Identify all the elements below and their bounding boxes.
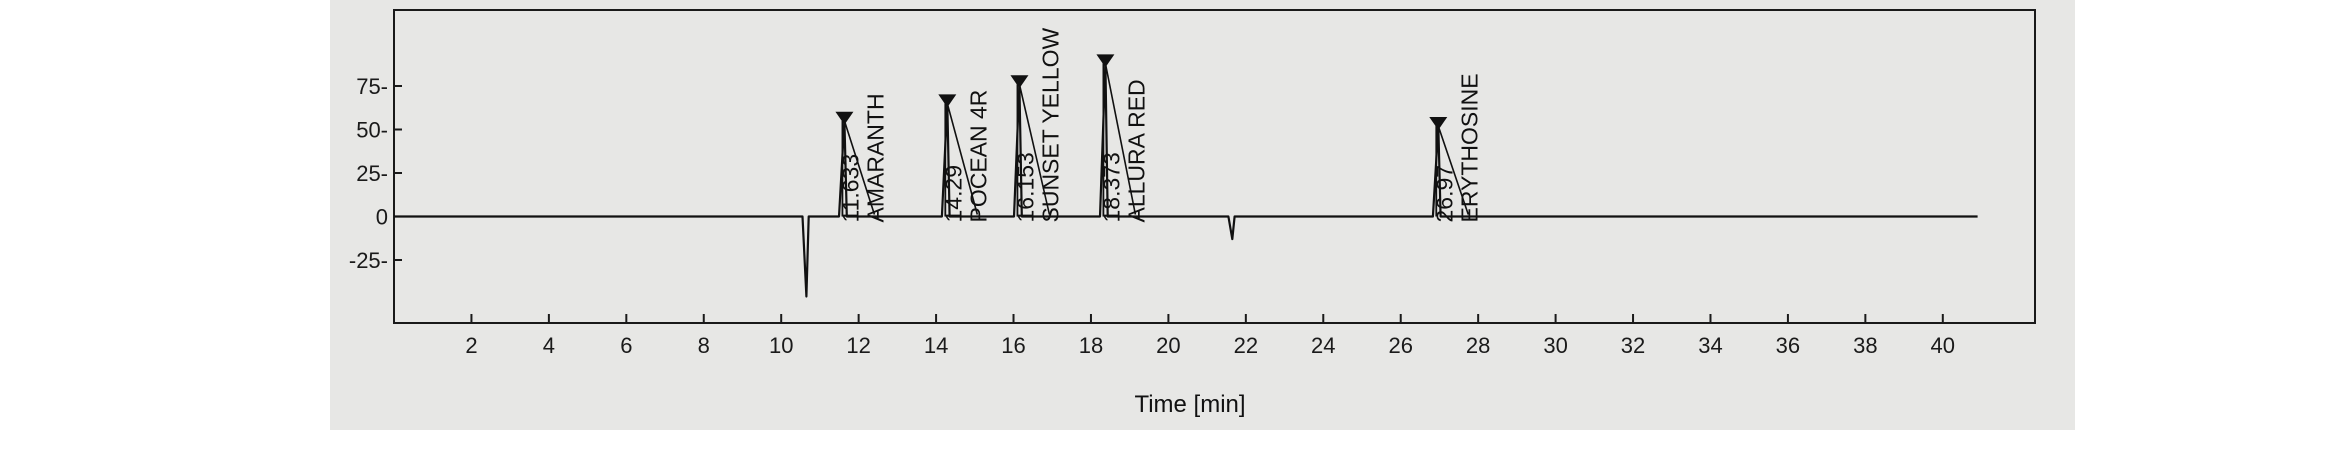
peak-time-label: 11.633 xyxy=(837,154,863,223)
peak-apex-marker xyxy=(1010,75,1029,89)
chromatogram-line xyxy=(394,62,1978,298)
x-tick-label: 24 xyxy=(1311,333,1335,358)
x-tick-label: 26 xyxy=(1388,333,1412,358)
peak-compound-label: ALLURA RED xyxy=(1123,79,1149,222)
peak-tangent-line xyxy=(946,103,979,215)
peak-apex-marker xyxy=(835,111,854,125)
peak-time-label: 26.97 xyxy=(1431,165,1457,223)
x-tick-label: 32 xyxy=(1621,333,1645,358)
y-axis-ticks: 75- 50- 25- 0 -25- xyxy=(349,74,402,273)
peak-tangent-line xyxy=(1437,125,1470,215)
peak-compound-label: AMARANTH xyxy=(862,93,888,222)
y-tick-label: 0 xyxy=(376,205,388,230)
plot-border xyxy=(393,9,2036,324)
x-tick-label: 40 xyxy=(1931,333,1955,358)
x-tick-label: 12 xyxy=(846,333,870,358)
x-tick-label: 20 xyxy=(1156,333,1180,358)
peak-pocean-4r: 14.29 POCEAN 4R xyxy=(938,90,991,223)
x-tick-label: 28 xyxy=(1466,333,1490,358)
x-tick-label: 10 xyxy=(769,333,793,358)
peak-time-label: 14.29 xyxy=(940,165,966,223)
peak-time-label: 18.373 xyxy=(1098,152,1124,222)
plot-frame xyxy=(393,9,2036,324)
x-axis-ticks: 2 4 6 8 10 12 14 16 18 20 22 24 26 28 30 32 34 36 38 40 xyxy=(465,314,1955,358)
x-tick-label: 16 xyxy=(1001,333,1025,358)
x-axis-title: Time [min] xyxy=(1134,391,1245,418)
x-tick-label: 22 xyxy=(1234,333,1258,358)
peak-compound-label: ERYTHOSINE xyxy=(1456,73,1482,222)
x-tick-label: 34 xyxy=(1698,333,1722,358)
x-tick-label: 38 xyxy=(1853,333,1877,358)
peak-compound-label: SUNSET YELLOW xyxy=(1037,27,1063,222)
x-tick-label: 4 xyxy=(543,333,555,358)
chromatogram-trace xyxy=(394,62,1978,298)
scanned-chromatogram-background xyxy=(330,0,2075,430)
peak-time-label: 16.153 xyxy=(1012,152,1038,222)
peak-tangent-line xyxy=(1104,63,1137,215)
peak-tangent-line xyxy=(1018,84,1051,215)
peak-amaranth: 11.633 AMARANTH xyxy=(835,93,888,223)
x-tick-label: 36 xyxy=(1776,333,1800,358)
x-tick-label: 6 xyxy=(620,333,632,358)
y-tick-label: 50- xyxy=(356,118,388,143)
y-tick-label: 25- xyxy=(356,161,388,186)
y-tick-label: 75- xyxy=(356,74,388,99)
peak-apex-marker xyxy=(938,94,957,108)
peak-apex-marker xyxy=(1096,54,1115,68)
peak-sunset-yellow: 16.153 SUNSET YELLOW xyxy=(1010,27,1063,223)
peak-allura-red: 18.373 ALLURA RED xyxy=(1096,54,1149,223)
peak-apex-marker xyxy=(1429,117,1448,131)
x-tick-label: 14 xyxy=(924,333,948,358)
x-tick-label: 8 xyxy=(698,333,710,358)
x-tick-label: 2 xyxy=(465,333,477,358)
peak-annotations: 11.633 AMARANTH 14.29 POCEAN 4R 16.153 SUNSET… xyxy=(835,27,1482,223)
peak-tangent-line xyxy=(843,120,876,215)
peak-compound-label: POCEAN 4R xyxy=(965,90,991,223)
peak-erythosine: 26.97 ERYTHOSINE xyxy=(1429,73,1482,223)
x-tick-label: 18 xyxy=(1079,333,1103,358)
y-tick-label: -25- xyxy=(349,248,388,273)
x-tick-label: 30 xyxy=(1543,333,1567,358)
